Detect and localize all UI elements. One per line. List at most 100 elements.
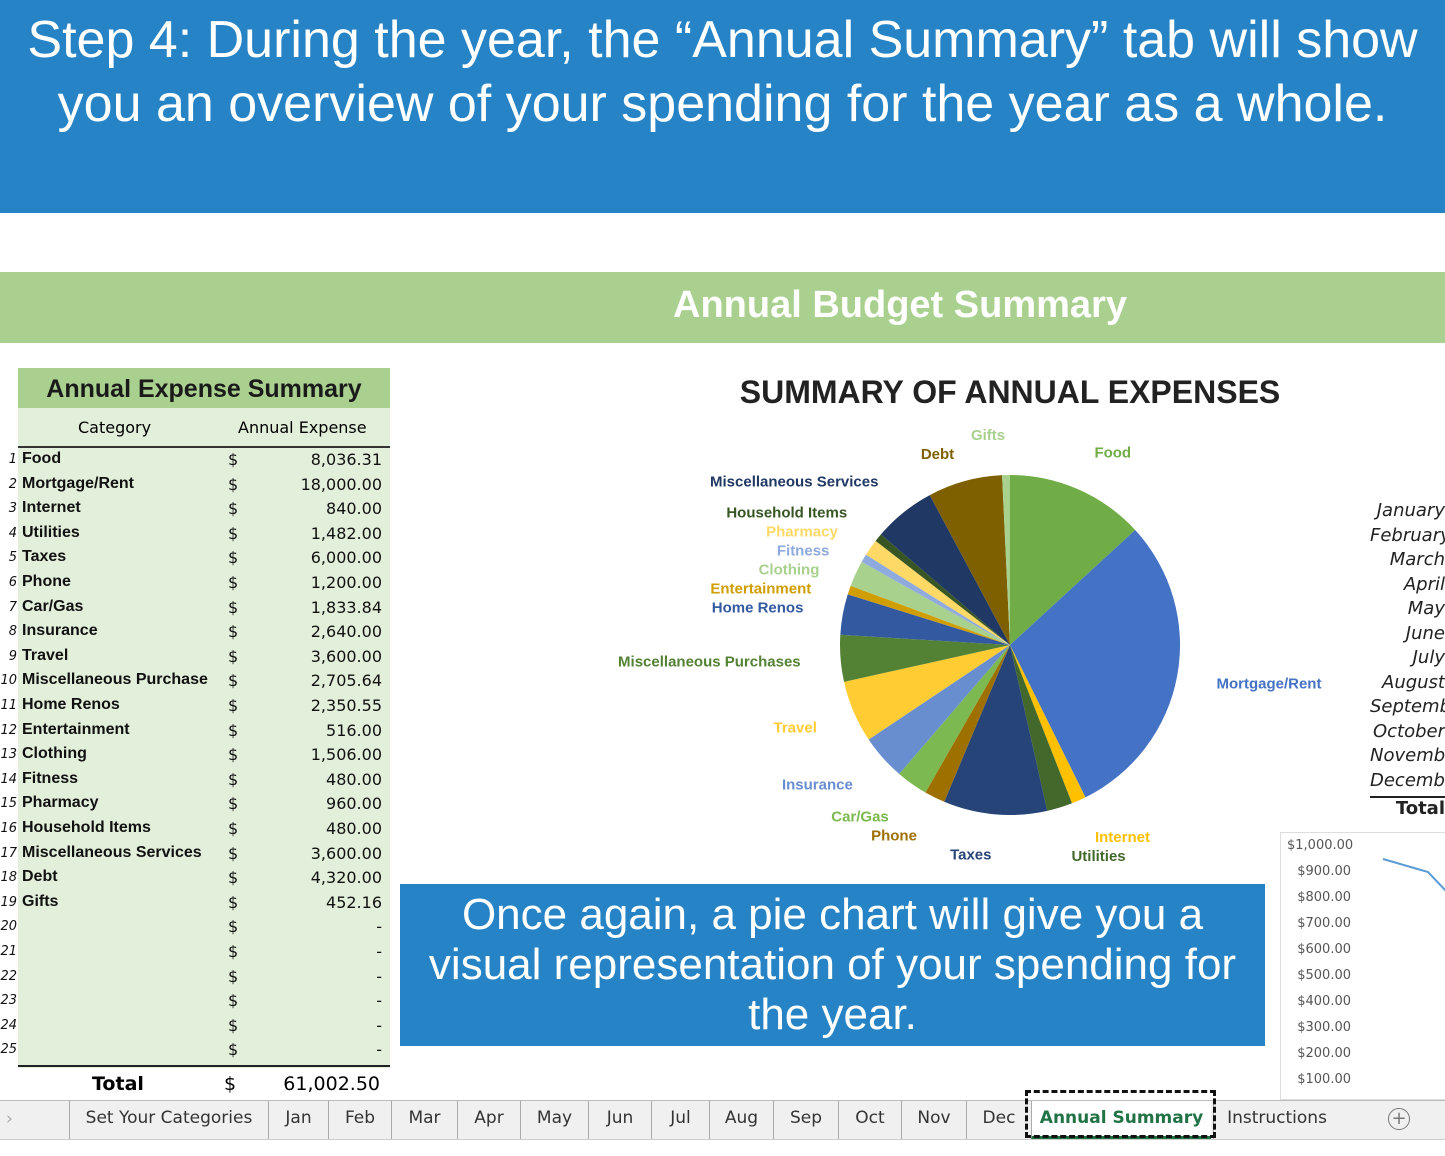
pie-slice-insurance[interactable]	[868, 645, 1010, 774]
row-amount: 1,200.00	[310, 573, 382, 592]
sheet-title-band: Annual Budget Summary	[0, 272, 1445, 343]
pie-slice-gifts[interactable]	[1002, 475, 1010, 645]
row-number: 11	[0, 698, 17, 713]
table-row: 9 Travel $3,600.00	[0, 647, 400, 671]
row-number: 19	[0, 894, 17, 910]
row-amount: 840.00	[326, 499, 382, 519]
row-number: 16	[0, 821, 17, 836]
row-currency: $	[228, 646, 239, 666]
row-amount: 960.00	[326, 794, 382, 814]
y-tick-label: $1,000.00	[1287, 838, 1354, 853]
row-category: Entertainment	[22, 720, 130, 738]
line-series	[1382, 858, 1445, 892]
y-tick-label: $800.00	[1297, 890, 1351, 905]
month-label: July	[1412, 647, 1445, 668]
y-tick-label: $900.00	[1297, 864, 1351, 879]
row-amount: -	[376, 991, 382, 1011]
row-category: Gifts	[22, 892, 59, 910]
pie-slice-entertainment[interactable]	[847, 585, 1010, 645]
table-row: 10 Miscellaneous Purchase $2,705.64	[0, 671, 400, 695]
row-category: Miscellaneous Services	[22, 843, 202, 861]
tab-jul[interactable]: Jul	[651, 1101, 709, 1139]
chart-title: SUMMARY OF ANNUAL EXPENSES	[739, 374, 1281, 410]
month-label: April	[1403, 573, 1445, 595]
row-number: 14	[0, 771, 17, 787]
table-row: 8 Insurance $2,640.00	[0, 622, 400, 646]
pie-slice-clothing[interactable]	[850, 561, 1010, 645]
row-currency: $	[228, 942, 239, 961]
tab-mar[interactable]: Mar	[391, 1101, 457, 1139]
month-label: June	[1405, 622, 1445, 644]
tab-oct[interactable]: Oct	[838, 1101, 901, 1139]
total-row: Total $ 61,002.50	[18, 1073, 390, 1099]
row-amount: 452.16	[326, 892, 382, 912]
pie-slice-travel[interactable]	[844, 645, 1010, 740]
tab-apr[interactable]: Apr	[457, 1101, 520, 1139]
row-category: Food	[22, 450, 62, 467]
plus-circle-icon[interactable]: +	[1388, 1108, 1410, 1130]
row-currency: $	[228, 548, 239, 568]
pie-slice-home-renos[interactable]	[840, 594, 1010, 645]
row-category: Mortgage/Rent	[22, 474, 134, 492]
tab-nov[interactable]: Nov	[901, 1101, 966, 1139]
row-currency: $	[228, 745, 239, 765]
pie-slice-miscellaneous-services[interactable]	[880, 495, 1010, 645]
tab-may[interactable]: May	[520, 1101, 588, 1139]
month-label: May	[1407, 598, 1445, 619]
tab-annual-summary[interactable]: Annual Summary	[1031, 1101, 1211, 1139]
pie-slice-food[interactable]	[1010, 475, 1136, 645]
tab-jan[interactable]: Jan	[268, 1101, 328, 1139]
table-row: 7 Car/Gas $1,833.84	[0, 598, 400, 622]
row-amount: 480.00	[326, 769, 382, 789]
pie-slice-phone[interactable]	[925, 645, 1010, 802]
table-row: 21 $ -	[0, 942, 400, 966]
scroll-left-icon[interactable]: ›	[6, 1109, 13, 1129]
pie-slice-internet[interactable]	[1010, 645, 1086, 804]
tab-feb[interactable]: Feb	[328, 1101, 391, 1139]
tab-set-your-categories[interactable]: Set Your Categories	[69, 1101, 268, 1139]
row-category: Car/Gas	[22, 597, 84, 615]
row-currency: $	[228, 450, 239, 469]
row-currency: $	[228, 892, 239, 912]
row-number: 24	[0, 1017, 17, 1033]
table-row: 25 $ -	[0, 1040, 400, 1064]
row-currency: $	[228, 573, 239, 592]
row-number: 15	[0, 796, 17, 812]
tab-instructions[interactable]: Instructions	[1213, 1101, 1340, 1139]
pie-label: Debt	[921, 446, 954, 463]
row-number: 9	[8, 648, 17, 664]
tab-jun[interactable]: Jun	[588, 1101, 651, 1139]
row-currency: $	[228, 720, 239, 740]
pie-label: Travel	[774, 719, 817, 736]
pie-label: Clothing	[759, 561, 820, 578]
row-number: 2	[8, 476, 17, 492]
pie-slice-household-items[interactable]	[875, 534, 1010, 645]
pie-slice-debt[interactable]	[929, 475, 1010, 645]
row-currency: $	[228, 622, 239, 642]
row-category: Travel	[22, 646, 69, 664]
y-tick-label: $400.00	[1297, 994, 1351, 1009]
tab-dec[interactable]: Dec	[966, 1101, 1031, 1139]
row-currency: $	[228, 1015, 239, 1035]
tab-aug[interactable]: Aug	[709, 1101, 773, 1139]
tab-sep[interactable]: Sep	[773, 1101, 838, 1139]
pie-slice-miscellaneous-purchases[interactable]	[840, 634, 1010, 682]
pie-slice-pharmacy[interactable]	[865, 540, 1010, 645]
row-category: Internet	[22, 499, 81, 517]
row-currency: $	[228, 474, 239, 494]
pie-slice-mortgage-rent[interactable]	[1010, 529, 1180, 798]
pie-slice-taxes[interactable]	[944, 645, 1048, 816]
row-currency: $	[228, 819, 239, 838]
row-currency: $	[228, 794, 239, 814]
pie-slice-utilities[interactable]	[1010, 645, 1073, 811]
pie-slice-car-gas[interactable]	[899, 645, 1010, 793]
table-row: 22 $ -	[0, 967, 400, 991]
row-amount: 516.00	[326, 720, 382, 740]
y-tick-label: $700.00	[1297, 916, 1351, 931]
row-category: Debt	[22, 868, 58, 886]
months-total-label: Total	[1370, 796, 1445, 821]
pie-label: Entertainment	[710, 580, 811, 597]
pie-slice-fitness[interactable]	[861, 554, 1010, 645]
month-label: December	[1370, 769, 1445, 791]
callout-overlay: Once again, a pie chart will give you a …	[400, 884, 1265, 1046]
